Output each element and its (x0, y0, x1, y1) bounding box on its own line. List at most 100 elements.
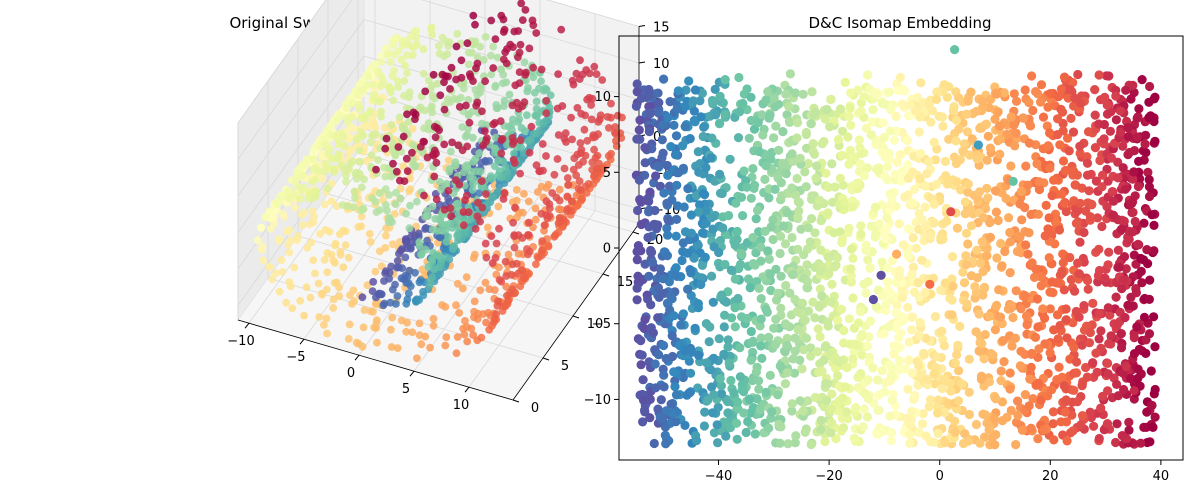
embedding-point (838, 393, 848, 403)
embedding-point (974, 187, 985, 197)
embedding-point (873, 375, 883, 385)
swiss-roll-point (385, 191, 393, 199)
embedding-point (1116, 127, 1126, 137)
embedding-point (683, 184, 693, 194)
embedding-point (651, 383, 661, 393)
swiss-roll-point (499, 70, 508, 79)
embedding-point (707, 133, 717, 143)
swiss-roll-point (493, 302, 502, 310)
embedding-point (1118, 163, 1128, 173)
swiss-roll-point (381, 269, 389, 278)
swiss-roll-point (523, 87, 532, 96)
embedding-point (735, 343, 745, 353)
axis-line-3d (512, 223, 640, 401)
embedding-point (690, 85, 701, 95)
x-tick-label-3d: −5 (286, 350, 305, 365)
embedding-point (644, 271, 654, 281)
swiss-roll-point (529, 21, 538, 30)
embedding-point (1013, 410, 1023, 420)
embedding-point (644, 127, 655, 137)
embedding-point (874, 219, 884, 229)
swiss-roll-point (273, 200, 282, 208)
embedding-point (1123, 150, 1133, 160)
embedding-point (958, 267, 968, 277)
embedding-point (1097, 221, 1107, 232)
embedding-point (723, 335, 733, 345)
embedding-point (839, 338, 849, 348)
swiss-roll-point (360, 306, 369, 314)
swiss-roll-point (284, 240, 293, 249)
embedding-point (907, 406, 917, 416)
isomap-title: D&C Isomap Embedding (808, 14, 991, 32)
embedding-point (640, 259, 650, 269)
embedding-point (653, 283, 664, 293)
swiss-roll-point (404, 118, 413, 126)
swiss-roll-point (377, 52, 386, 60)
embedding-point (696, 112, 706, 122)
embedding-point (954, 93, 964, 103)
swiss-roll-point (604, 152, 613, 160)
embedding-outlier-point (946, 207, 956, 217)
embedding-point (952, 350, 962, 360)
swiss-roll-point (355, 104, 364, 113)
embedding-point (645, 413, 655, 423)
swiss-roll-point (525, 44, 534, 53)
embedding-point (964, 409, 975, 420)
embedding-point (1150, 136, 1160, 146)
embedding-point (866, 221, 877, 231)
embedding-point (719, 349, 729, 359)
embedding-point (632, 255, 642, 265)
x-tick-label: −20 (815, 469, 842, 484)
embedding-point (633, 205, 643, 216)
embedding-point (669, 367, 679, 377)
swiss-roll-point (510, 149, 518, 158)
embedding-point (636, 336, 646, 346)
embedding-point (765, 269, 775, 279)
swiss-roll-point (368, 287, 377, 295)
embedding-point (672, 180, 682, 190)
swiss-roll-point (403, 167, 412, 176)
embedding-point (1120, 184, 1130, 194)
swiss-roll-point (322, 314, 331, 323)
swiss-roll-point (442, 238, 451, 246)
embedding-point (1089, 421, 1099, 431)
embedding-point (1011, 440, 1021, 450)
swiss-roll-point (510, 243, 519, 252)
embedding-point (1008, 312, 1018, 323)
embedding-point (874, 390, 884, 400)
embedding-point (815, 266, 826, 276)
embedding-point (715, 169, 725, 179)
y-tick-label-3d: 5 (561, 359, 569, 374)
swiss-roll-point (419, 69, 428, 78)
embedding-point (662, 251, 673, 261)
embedding-point (939, 341, 950, 351)
embedding-point (1059, 285, 1069, 295)
embedding-point (819, 136, 829, 147)
swiss-roll-point (453, 30, 462, 38)
embedding-point (856, 106, 866, 116)
embedding-point (849, 339, 860, 349)
swiss-roll-point (349, 203, 358, 212)
swiss-roll-point (482, 253, 491, 262)
embedding-point (1056, 417, 1066, 427)
embedding-point (1139, 218, 1149, 228)
embedding-point (929, 199, 939, 209)
embedding-point (1128, 197, 1138, 207)
swiss-roll-point (420, 106, 429, 115)
embedding-point (936, 232, 946, 242)
y-tick-mark-3d (602, 273, 610, 277)
swiss-roll-point (320, 200, 329, 209)
embedding-point (735, 372, 746, 382)
swiss-roll-point (430, 94, 439, 103)
swiss-roll-point (509, 43, 517, 51)
embedding-point (732, 226, 742, 237)
embedding-point (1145, 275, 1155, 285)
embedding-point (742, 182, 752, 192)
swiss-roll-point (529, 73, 538, 82)
embedding-point (842, 362, 852, 373)
embedding-point (1033, 209, 1043, 219)
swiss-roll-point (284, 188, 292, 197)
swiss-roll-point (391, 151, 400, 160)
embedding-point (821, 379, 831, 389)
embedding-point (1010, 141, 1020, 151)
